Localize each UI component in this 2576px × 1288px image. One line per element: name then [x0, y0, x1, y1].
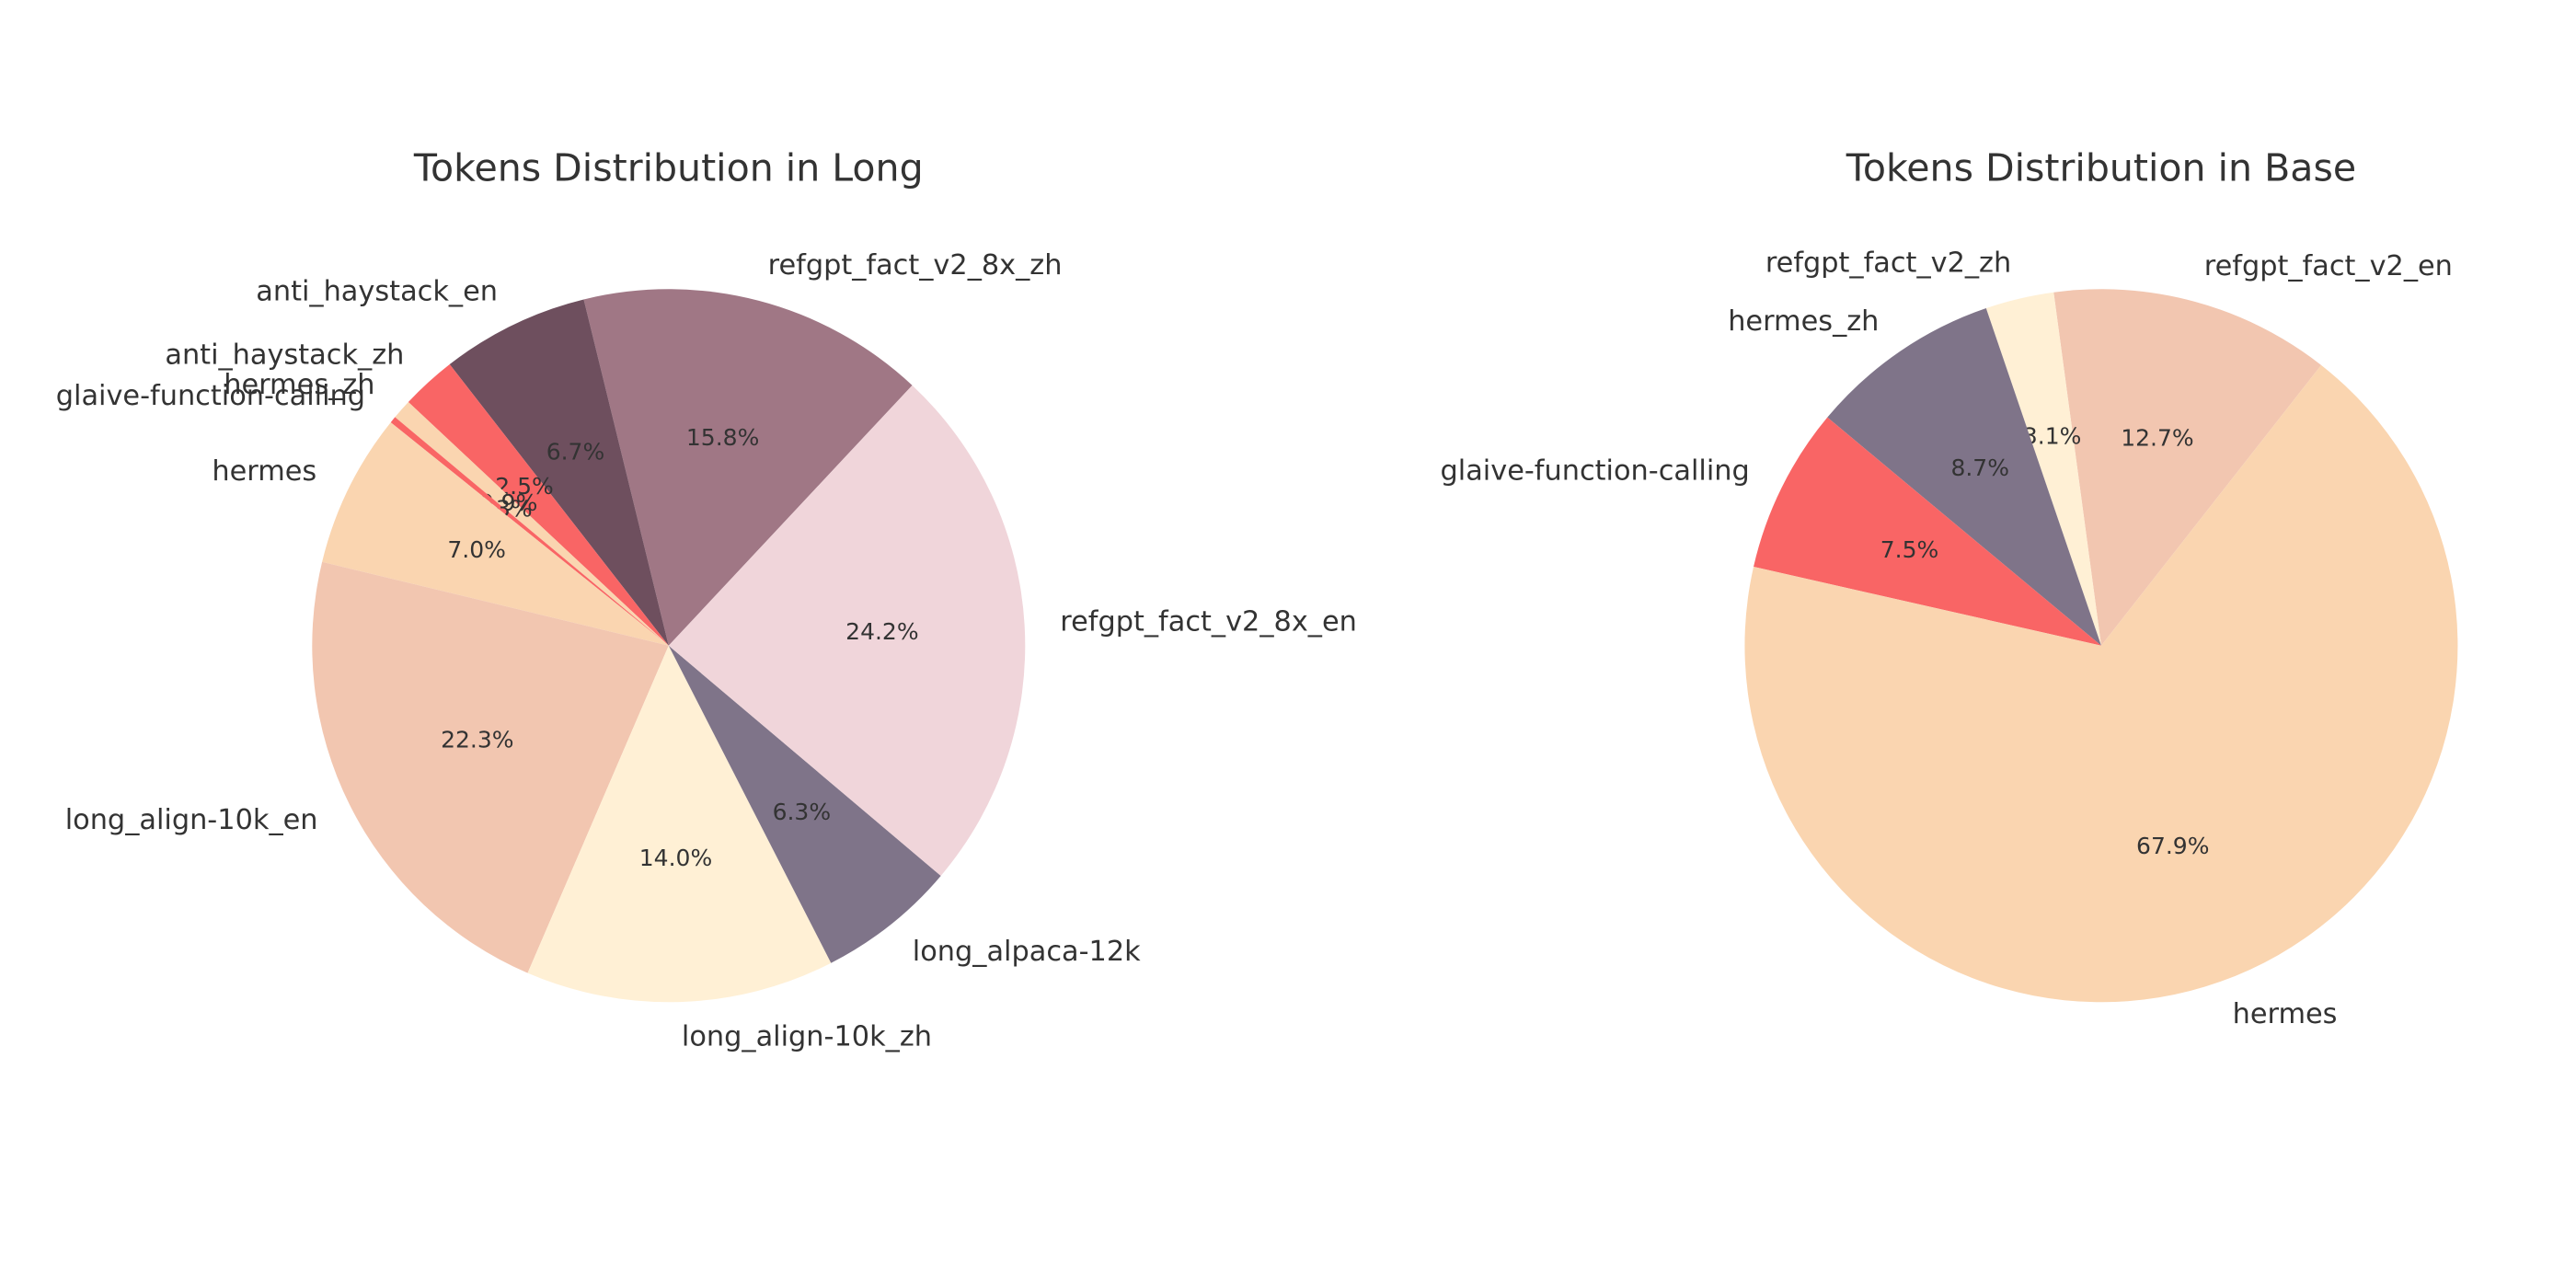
- slice-label: hermes_zh: [224, 369, 374, 401]
- pie-slice: [390, 417, 669, 646]
- slice-label: refgpt_fact_v2_en: [2204, 250, 2453, 282]
- slice-percent: 67.9%: [2136, 833, 2209, 859]
- slice-label: glaive-function-calling: [56, 380, 365, 412]
- chart-title: Tokens Distribution in Base: [1846, 146, 2356, 190]
- slice-percent: 7.5%: [1880, 536, 1939, 563]
- pie-slice: [312, 561, 669, 973]
- slice-label: anti_haystack_en: [256, 276, 498, 308]
- slice-label: hermes: [212, 455, 316, 488]
- slice-label: long_align-10k_en: [65, 804, 318, 836]
- slice-label: long_alpaca-12k: [913, 936, 1141, 968]
- pie-slice: [1754, 417, 2101, 646]
- pie-slice: [668, 385, 1026, 877]
- slice-percent: 12.7%: [2121, 424, 2193, 451]
- slice-percent: 6.7%: [546, 439, 605, 466]
- pie-slice: [527, 645, 832, 1003]
- slice-label: refgpt_fact_v2_zh: [1765, 247, 2011, 279]
- pie-slice: [1744, 364, 2458, 1003]
- slice-label: long_align-10k_zh: [682, 1020, 932, 1052]
- pie-slice: [1985, 292, 2101, 646]
- pie-slice: [395, 402, 669, 646]
- slice-percent: 8.7%: [1950, 454, 2009, 481]
- slice-percent: 6.3%: [773, 799, 832, 825]
- pie-slice: [2053, 289, 2322, 646]
- slice-percent: 15.8%: [686, 424, 759, 451]
- slice-percent: 7.0%: [447, 536, 506, 563]
- slice-label: refgpt_fact_v2_8x_zh: [768, 249, 1063, 282]
- pie-slice: [668, 645, 941, 963]
- slice-label: anti_haystack_zh: [165, 339, 404, 372]
- slice-percent: 22.3%: [441, 727, 513, 753]
- slice-label: refgpt_fact_v2_8x_en: [1060, 605, 1357, 638]
- slice-label: hermes: [2233, 998, 2338, 1030]
- slice-percent: 24.2%: [845, 618, 918, 645]
- slice-label: glaive-function-calling: [1441, 454, 1750, 487]
- chart-title: Tokens Distribution in Long: [413, 146, 924, 190]
- slice-percent: 14.0%: [639, 845, 712, 871]
- pie-slice: [583, 289, 913, 646]
- pie-slice: [1827, 308, 2101, 646]
- slice-label: hermes_zh: [1728, 305, 1879, 338]
- pie-slice: [449, 299, 669, 646]
- pie-slice: [408, 364, 669, 646]
- pie-slice: [322, 422, 669, 646]
